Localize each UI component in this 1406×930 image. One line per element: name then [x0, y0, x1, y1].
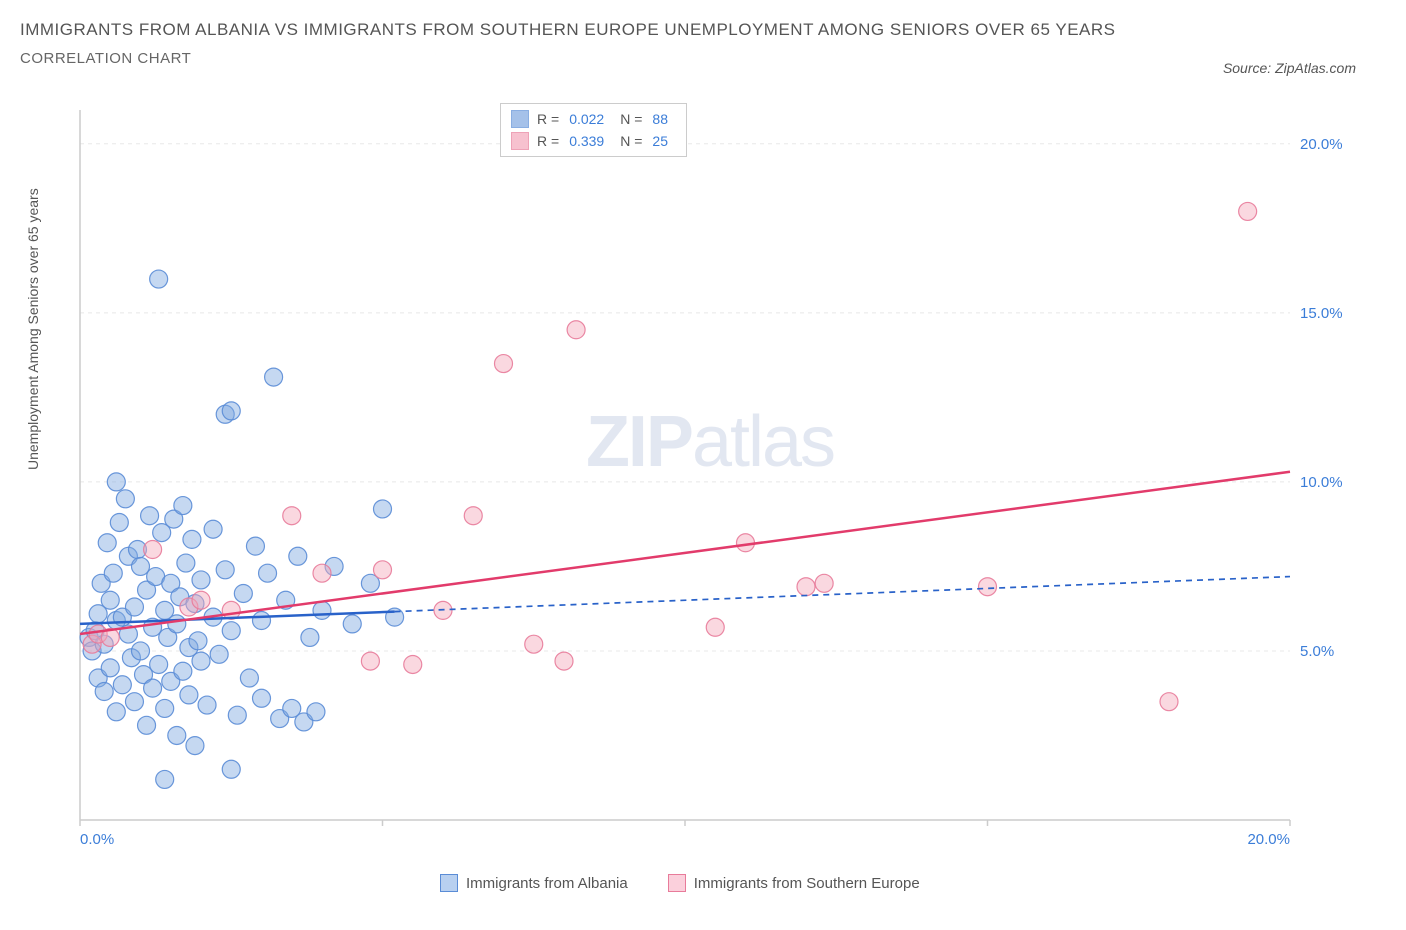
- legend-swatch-albania: [440, 874, 458, 892]
- chart-title-line1: IMMIGRANTS FROM ALBANIA VS IMMIGRANTS FR…: [20, 20, 1386, 40]
- chart-container: IMMIGRANTS FROM ALBANIA VS IMMIGRANTS FR…: [20, 20, 1386, 910]
- legend-swatch-southern-europe: [668, 874, 686, 892]
- legend-item-southern-europe: Immigrants from Southern Europe: [668, 874, 920, 892]
- svg-text:10.0%: 10.0%: [1300, 474, 1343, 491]
- source-label: Source: ZipAtlas.com: [1223, 60, 1356, 76]
- legend-item-albania: Immigrants from Albania: [440, 874, 628, 892]
- legend-n-label: N =: [620, 133, 642, 149]
- legend-stats-row: R = 0.022 N = 88: [511, 108, 676, 130]
- legend-swatch-albania: [511, 110, 529, 128]
- legend-stats-box: R = 0.022 N = 88 R = 0.339 N = 25: [500, 103, 687, 157]
- chart-title-line2: CORRELATION CHART: [20, 50, 1386, 67]
- svg-text:5.0%: 5.0%: [1300, 643, 1334, 660]
- legend-swatch-southern-europe: [511, 132, 529, 150]
- plot-area: 5.0%10.0%15.0%20.0%0.0%20.0% ZIPatlas R …: [70, 100, 1350, 860]
- legend-r-value: 0.022: [569, 111, 604, 127]
- y-axis-label: Unemployment Among Seniors over 65 years: [25, 188, 41, 470]
- svg-text:15.0%: 15.0%: [1300, 305, 1343, 322]
- legend-label: Immigrants from Albania: [466, 875, 628, 892]
- legend-stats-row: R = 0.339 N = 25: [511, 130, 676, 152]
- svg-text:0.0%: 0.0%: [80, 831, 114, 848]
- legend-r-label: R =: [537, 133, 559, 149]
- svg-text:20.0%: 20.0%: [1247, 831, 1290, 848]
- svg-text:20.0%: 20.0%: [1300, 136, 1343, 153]
- legend-r-label: R =: [537, 111, 559, 127]
- legend-n-value: 25: [652, 133, 668, 149]
- legend-n-value: 88: [652, 111, 668, 127]
- legend-n-label: N =: [620, 111, 642, 127]
- legend-bottom: Immigrants from Albania Immigrants from …: [440, 874, 920, 892]
- legend-label: Immigrants from Southern Europe: [694, 875, 920, 892]
- legend-r-value: 0.339: [569, 133, 604, 149]
- scatter-chart-svg: 5.0% 10.0% 15.0% 20.0% 0.0% 20.0%: [70, 100, 1350, 900]
